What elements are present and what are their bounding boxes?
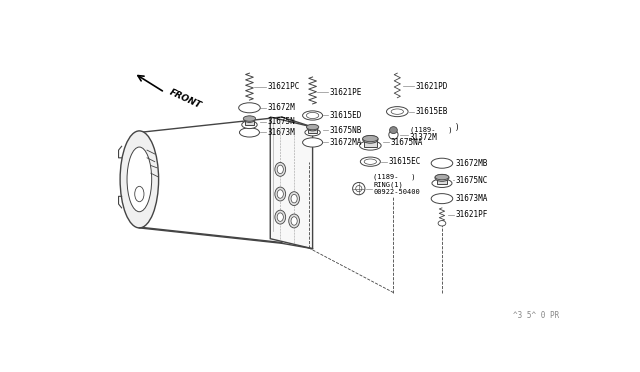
Ellipse shape — [243, 116, 255, 121]
Ellipse shape — [244, 116, 255, 122]
Ellipse shape — [291, 195, 297, 203]
Ellipse shape — [275, 210, 285, 224]
Ellipse shape — [242, 121, 257, 129]
Ellipse shape — [364, 159, 376, 164]
Text: 31621PC: 31621PC — [268, 83, 300, 92]
Bar — [245, 119, 254, 125]
Ellipse shape — [305, 129, 320, 136]
Text: 31672MA: 31672MA — [330, 138, 362, 147]
Ellipse shape — [431, 194, 452, 203]
Ellipse shape — [303, 138, 323, 147]
Text: 31673M: 31673M — [268, 128, 296, 137]
Text: 31621PD: 31621PD — [416, 82, 448, 91]
Ellipse shape — [277, 165, 284, 174]
Text: ): ) — [455, 123, 460, 132]
Ellipse shape — [387, 107, 408, 117]
Text: 31673MA: 31673MA — [456, 194, 488, 203]
Ellipse shape — [307, 112, 319, 119]
Ellipse shape — [431, 158, 452, 168]
Ellipse shape — [389, 130, 398, 140]
Bar — [436, 176, 447, 184]
Ellipse shape — [363, 135, 378, 143]
Ellipse shape — [307, 124, 319, 130]
Text: 00922-50400: 00922-50400 — [373, 189, 420, 195]
Text: (1189-   ): (1189- ) — [410, 127, 452, 133]
Text: 31615EB: 31615EB — [416, 107, 448, 116]
Ellipse shape — [127, 147, 152, 212]
Ellipse shape — [432, 179, 452, 187]
Text: (1189-   ): (1189- ) — [373, 174, 416, 180]
Ellipse shape — [390, 126, 397, 134]
Text: 31675NA: 31675NA — [390, 138, 423, 147]
Ellipse shape — [289, 214, 300, 228]
Ellipse shape — [303, 111, 323, 120]
Ellipse shape — [277, 190, 284, 198]
Text: 31615EC: 31615EC — [389, 157, 421, 166]
Ellipse shape — [438, 221, 446, 226]
Text: RING(1): RING(1) — [373, 182, 403, 188]
Text: 31675N: 31675N — [268, 117, 296, 126]
Text: ^3 5^ 0 PR: ^3 5^ 0 PR — [513, 311, 559, 320]
Polygon shape — [270, 117, 312, 249]
Ellipse shape — [291, 217, 297, 225]
Text: 31372M: 31372M — [410, 133, 437, 142]
Ellipse shape — [239, 103, 260, 113]
Text: 31615ED: 31615ED — [330, 111, 362, 120]
Ellipse shape — [289, 192, 300, 206]
Ellipse shape — [239, 128, 259, 137]
Ellipse shape — [135, 186, 144, 202]
Ellipse shape — [277, 213, 284, 221]
Text: 31675NC: 31675NC — [456, 176, 488, 185]
Ellipse shape — [363, 135, 378, 142]
Bar — [308, 127, 317, 133]
Ellipse shape — [360, 141, 381, 150]
Ellipse shape — [360, 157, 380, 166]
Text: FRONT: FRONT — [168, 87, 203, 110]
Bar — [364, 138, 376, 147]
Text: 31672MB: 31672MB — [456, 159, 488, 168]
Ellipse shape — [275, 187, 285, 201]
Text: 31675NB: 31675NB — [330, 126, 362, 135]
Ellipse shape — [120, 131, 159, 228]
Ellipse shape — [435, 174, 449, 180]
Text: 31621PE: 31621PE — [330, 88, 362, 97]
Ellipse shape — [353, 183, 365, 195]
Ellipse shape — [391, 109, 403, 114]
Text: 31621PF: 31621PF — [456, 210, 488, 219]
Ellipse shape — [435, 174, 449, 181]
Text: 31672M: 31672M — [268, 103, 296, 112]
Ellipse shape — [275, 163, 285, 176]
Ellipse shape — [307, 125, 318, 131]
Ellipse shape — [356, 186, 362, 192]
